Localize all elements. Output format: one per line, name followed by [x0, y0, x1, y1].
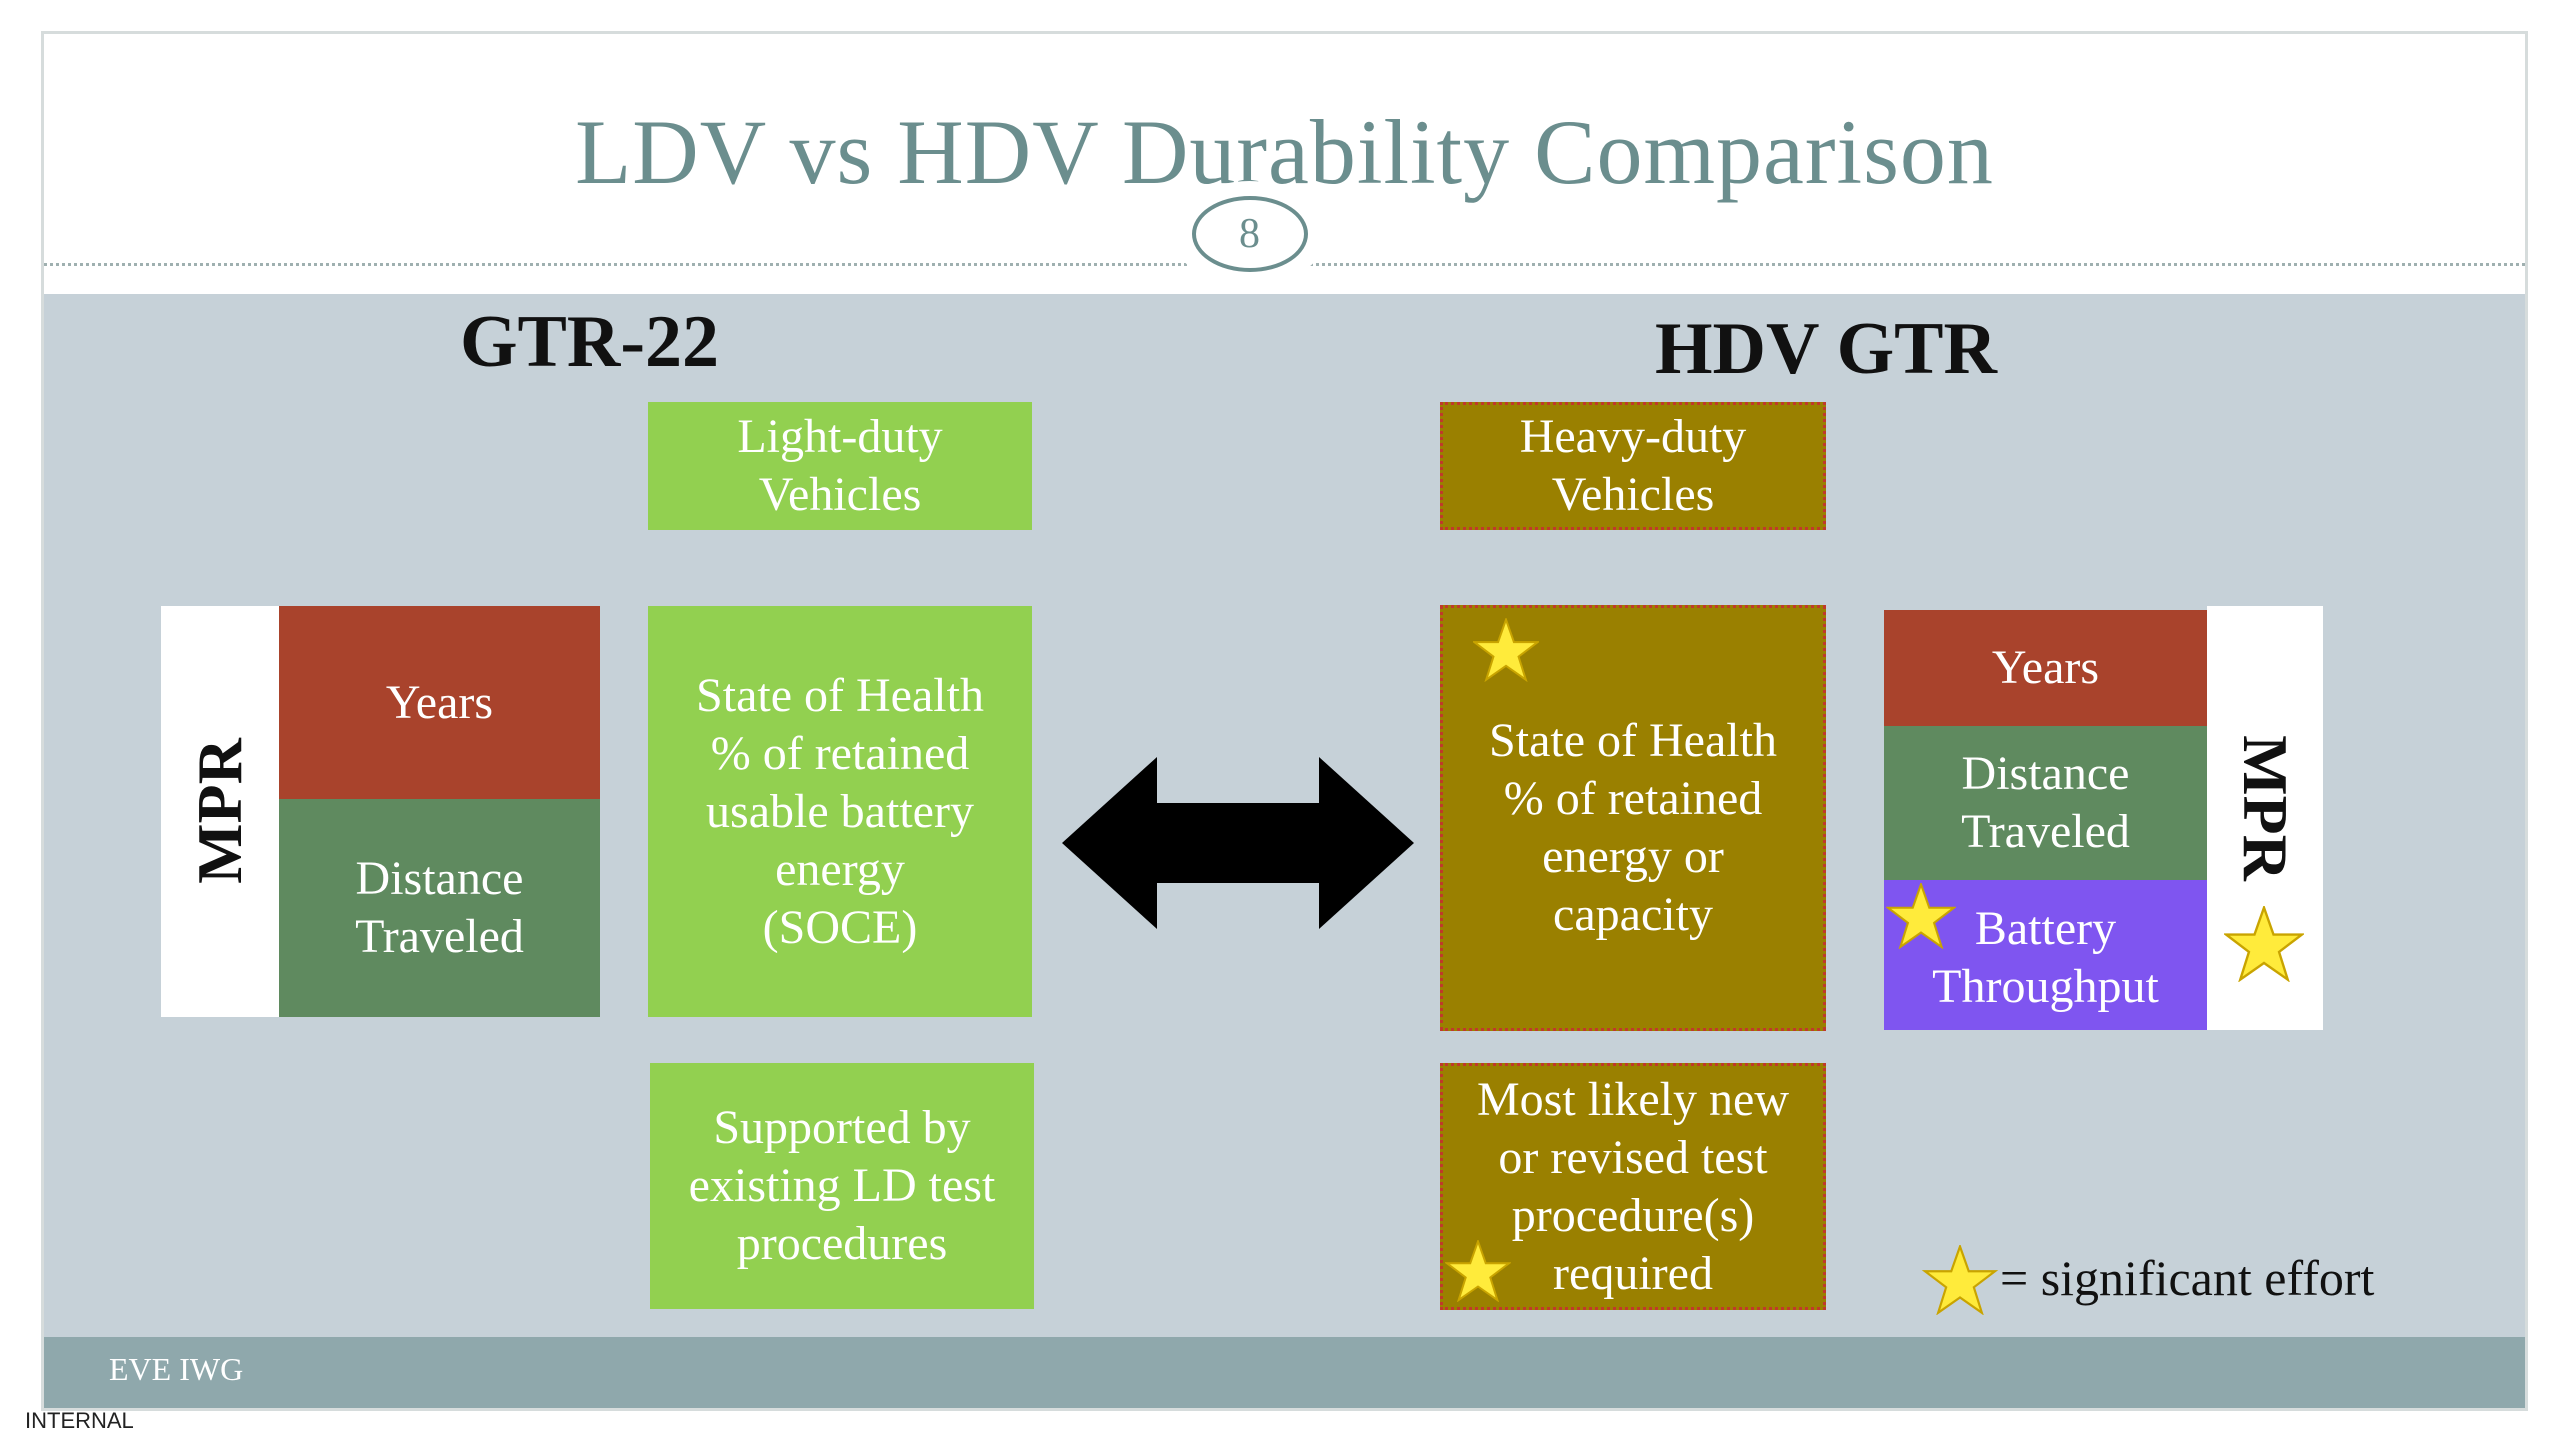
mpr-star-icon [2224, 906, 2304, 982]
left-state-of-health-box: State of Health % of retained usable bat… [648, 606, 1032, 1017]
right-mpr-battery-throughput: Battery Throughput [1884, 880, 2207, 1030]
supported-procedures-box: Supported by existing LD test procedures [650, 1063, 1034, 1309]
left-mpr-panel [161, 606, 279, 1017]
right-state-of-health-box: State of Health % of retained energy or … [1440, 605, 1826, 1031]
left-mpr-label: MPR [184, 738, 255, 884]
right-mpr-distance: Distance Traveled [1884, 726, 2207, 880]
procedure-star-icon [1445, 1240, 1511, 1302]
double-arrow-icon [1062, 757, 1414, 929]
heavy-duty-vehicles-box: Heavy-duty Vehicles [1440, 402, 1826, 530]
light-duty-vehicles-box: Light-duty Vehicles [648, 402, 1032, 530]
page-number-badge: 8 [1172, 181, 1327, 286]
page-number: 8 [1191, 195, 1308, 272]
legend-text: = significant effort [2000, 1250, 2375, 1306]
soh-star-icon [1473, 618, 1539, 682]
new-procedures-box: Most likely new or revised test procedur… [1440, 1063, 1826, 1310]
right-mpr-years: Years [1884, 610, 2207, 726]
left-mpr-distance: Distance Traveled [279, 799, 600, 1017]
hdv-gtr-heading: HDV GTR [1655, 308, 1997, 390]
legend-star-icon [1921, 1245, 1999, 1315]
footer-band: EVE IWG [44, 1337, 2525, 1408]
classification-label: INTERNAL [25, 1408, 134, 1433]
footer-label: EVE IWG [109, 1351, 244, 1387]
gtr22-heading: GTR-22 [460, 301, 719, 383]
right-mpr-label: MPR [2230, 735, 2301, 881]
battery-star-icon [1886, 883, 1956, 949]
left-mpr-years: Years [279, 606, 600, 799]
